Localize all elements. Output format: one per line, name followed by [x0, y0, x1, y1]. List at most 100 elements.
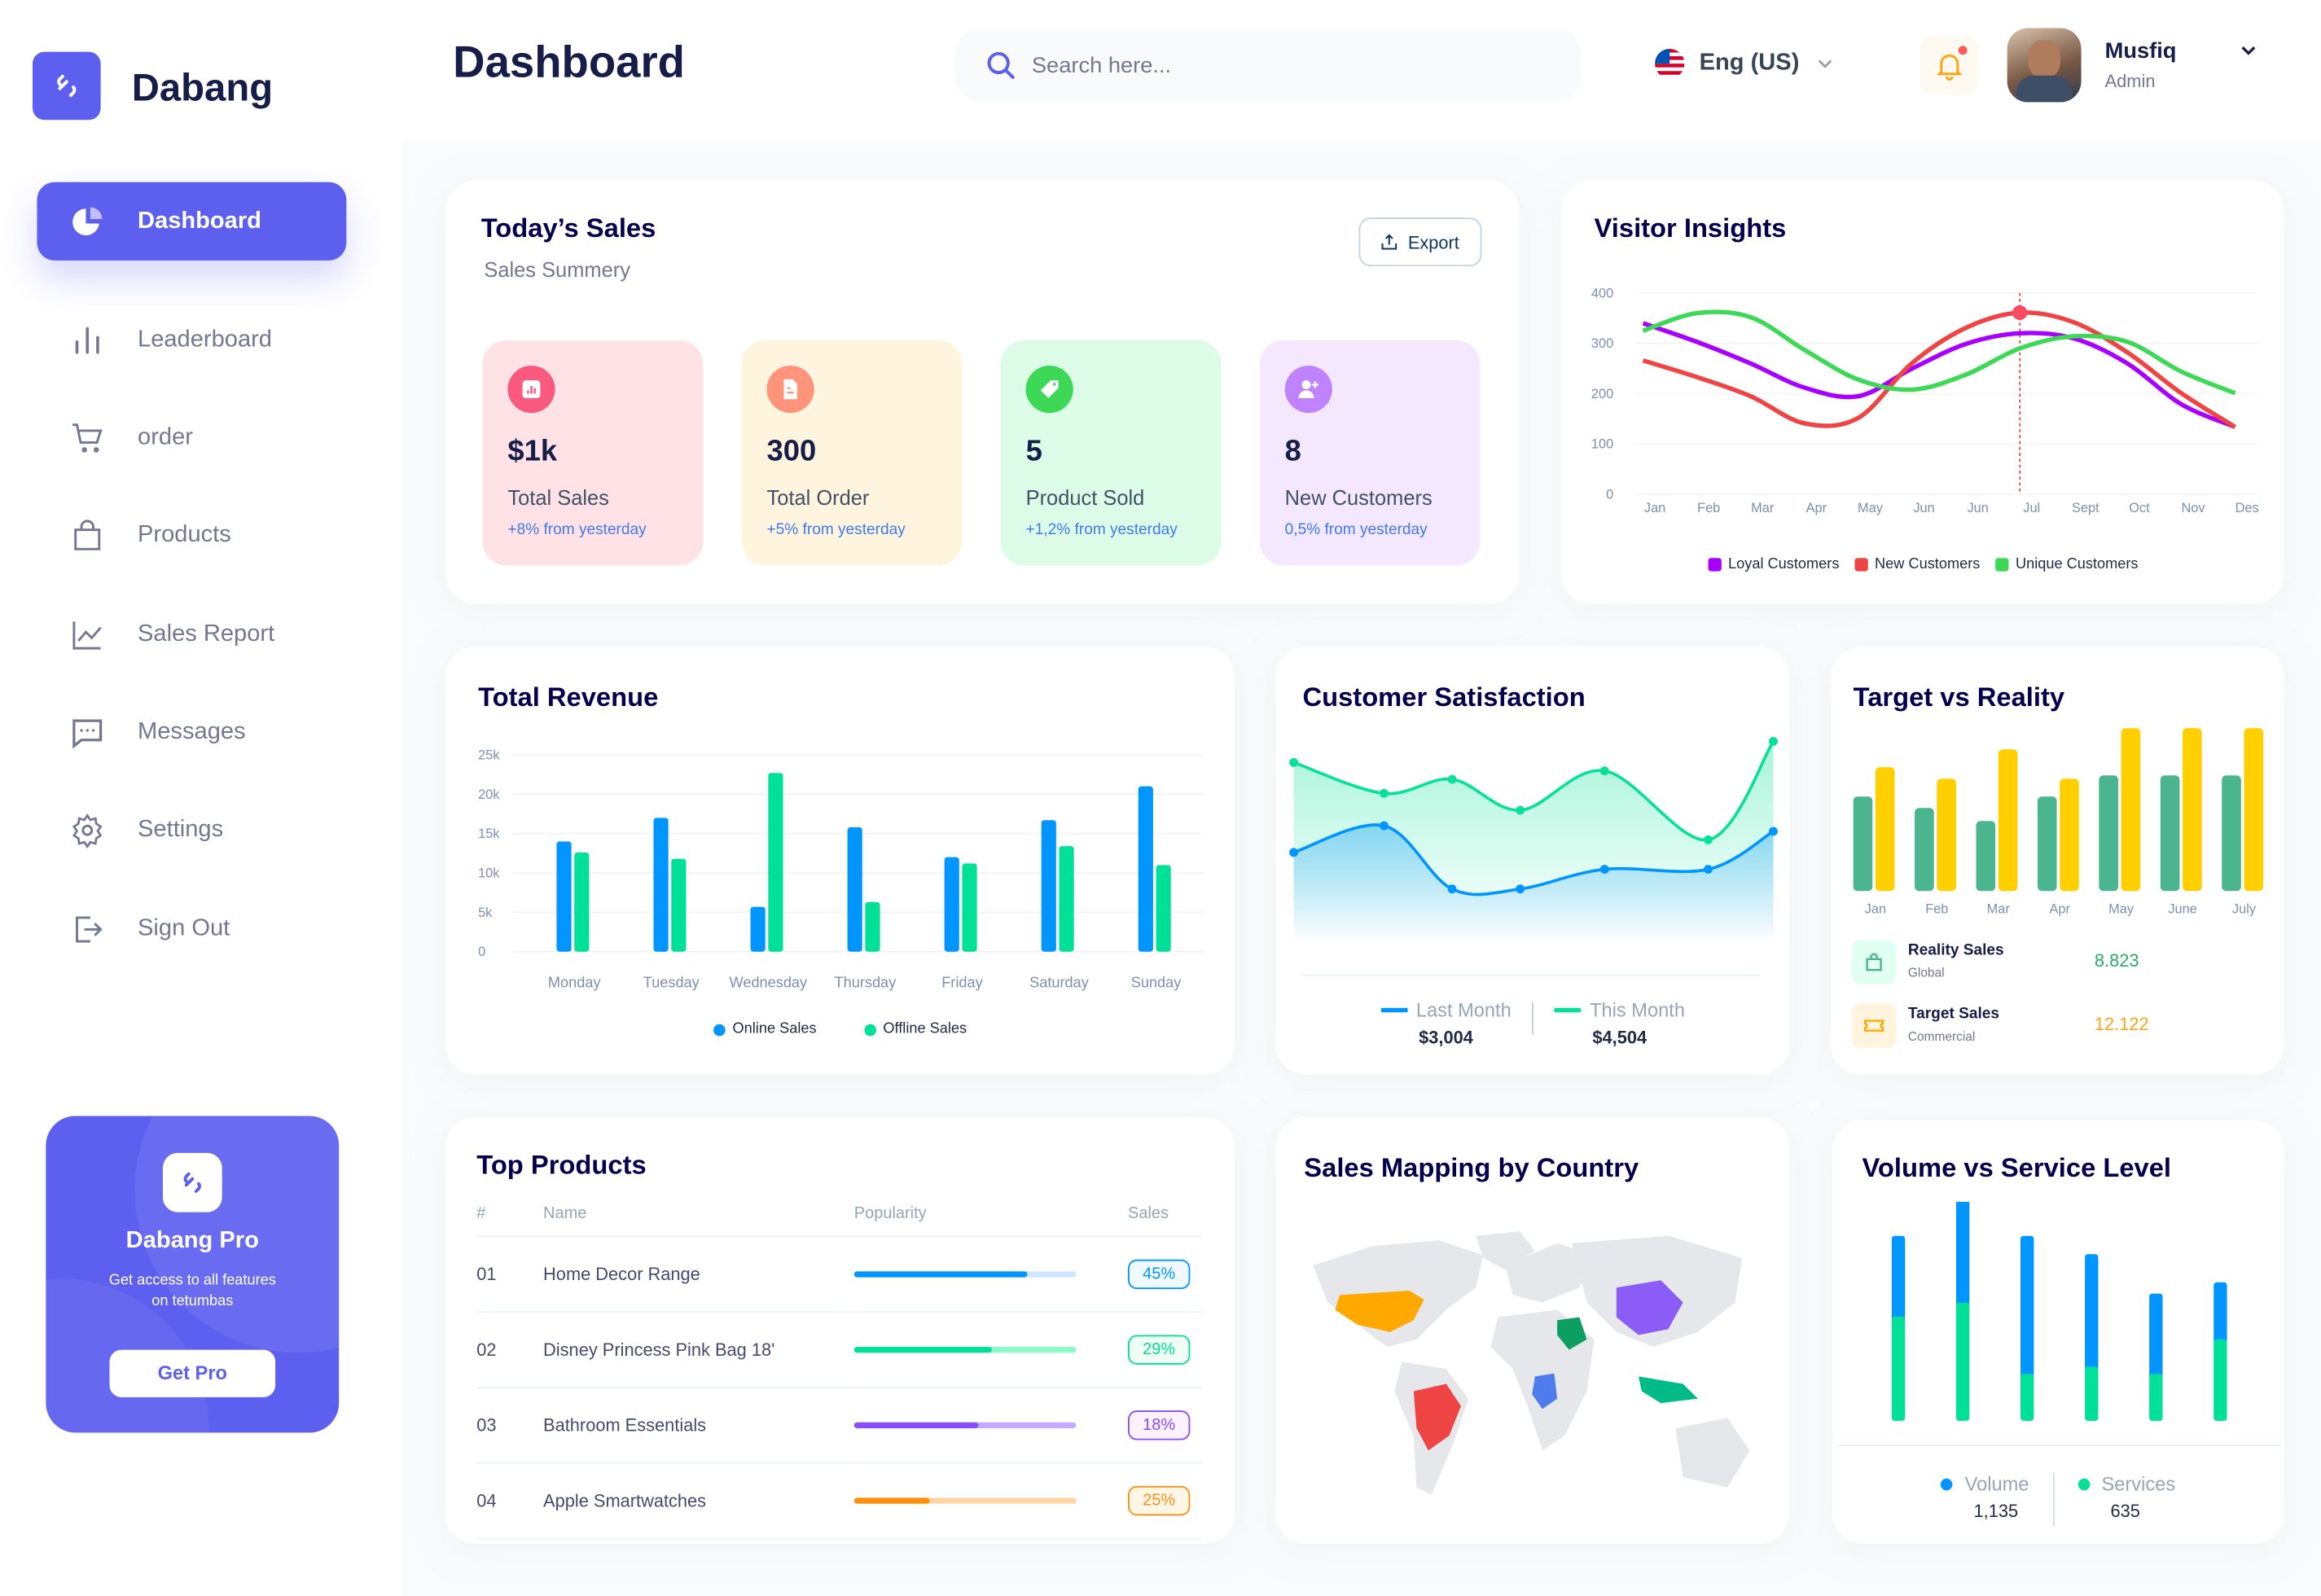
x-tick-label: Wednesday	[730, 974, 808, 990]
x-tick-label: Apr	[1806, 501, 1827, 515]
x-tick-label: Mar	[1987, 901, 2011, 916]
bar-online-sales	[1041, 820, 1056, 952]
sidebar-item-label: Leaderboard	[138, 326, 272, 352]
legend-item[interactable]: Services 635	[2077, 1473, 2175, 1526]
row-number: 04	[476, 1462, 544, 1539]
header: Dashboard Search here... Eng (US) Musfiq…	[402, 0, 2321, 141]
sidebar-item-products[interactable]: Products	[37, 496, 346, 574]
export-icon	[1381, 234, 1397, 250]
table-row[interactable]: 01 Home Decor Range 45%	[476, 1235, 1202, 1313]
product-name: Home Decor Range	[543, 1235, 854, 1313]
y-tick-label: 10k	[478, 866, 500, 880]
stat-delta: 0,5% from yesterday	[1284, 520, 1428, 539]
series-line-unique-customers	[1642, 309, 2236, 396]
y-tick-label: 400	[1591, 286, 1613, 300]
y-tick-label: 25k	[478, 748, 500, 762]
sidebar-item-settings[interactable]: Settings	[37, 791, 346, 869]
legend-dot	[2077, 1477, 2090, 1490]
legend-dot	[713, 1023, 726, 1036]
sidebar-item-leaderboard[interactable]: Leaderboard	[37, 300, 346, 379]
sidebar-item-sales-report[interactable]: Sales Report	[37, 595, 346, 673]
visitor-insights-card: Visitor Insights 0 100 200 300 400 Jan Feb Mar A…	[1561, 180, 2284, 604]
volume-service-card: Volume vs Service Level Volume 1,135 Servi…	[1832, 1120, 2284, 1544]
volume-service-chart	[1891, 1201, 2227, 1421]
stat-value: 8	[1284, 435, 1301, 468]
row-number: 03	[476, 1387, 544, 1463]
y-tick-label: 5k	[478, 905, 493, 920]
legend-label: Last Month	[1415, 998, 1512, 1022]
series-total: 8.823	[2094, 949, 2139, 971]
x-tick-label: May	[1858, 501, 1884, 515]
gear-icon	[72, 813, 103, 848]
data-point	[1599, 865, 1609, 875]
sidebar-item-messages[interactable]: Messages	[37, 693, 346, 771]
series-line-loyal-customers	[1642, 321, 2236, 429]
chart-legend: Online Sales Offline Sales	[445, 1021, 1235, 1037]
legend-dot	[1941, 1477, 1954, 1490]
bar-reality-sales	[1853, 796, 1873, 892]
data-point	[1769, 826, 1778, 836]
legend-item[interactable]: Online Sales	[713, 1021, 817, 1037]
greenland	[1476, 1231, 1535, 1270]
target-vs-reality-chart: Jan Feb Mar Apr May June July	[1853, 728, 2264, 916]
ticket-icon	[1851, 1003, 1897, 1048]
chart-legend: Loyal Customers New Customers Unique Custo…	[1562, 556, 2284, 572]
sidebar-item-label: Products	[138, 521, 231, 547]
sidebar-item-dashboard[interactable]: Dashboard	[37, 182, 347, 261]
data-point	[1289, 757, 1299, 767]
data-point	[1599, 766, 1609, 776]
y-tick-label: 200	[1591, 387, 1613, 401]
get-pro-button[interactable]: Get Pro	[109, 1349, 276, 1397]
bar-target-sales	[2183, 728, 2202, 892]
bar-target-sales	[1875, 767, 1895, 892]
data-point	[1447, 884, 1457, 894]
legend-item[interactable]: Loyal Customers	[1707, 556, 1839, 572]
series-name: Reality Sales	[1907, 940, 2004, 959]
y-tick-label: 100	[1591, 437, 1613, 452]
legend-item[interactable]: New Customers	[1854, 556, 1980, 572]
chevron-down-icon	[1817, 59, 1832, 68]
area-last-month	[1293, 824, 1774, 943]
language-selector[interactable]: Eng (US)	[1655, 48, 1835, 79]
sidebar-item-sign-out[interactable]: Sign Out	[37, 889, 346, 967]
avatar[interactable]	[2007, 28, 2082, 103]
bar-services	[2214, 1339, 2227, 1421]
pie-chart-icon	[72, 206, 103, 235]
column-header: Popularity	[853, 1191, 1129, 1237]
data-point	[1447, 774, 1457, 784]
column-header: #	[476, 1191, 544, 1237]
search-input[interactable]: Search here...	[954, 29, 1582, 101]
table-row[interactable]: 04 Apple Smartwatches 25%	[476, 1462, 1202, 1539]
sales-mapping-card: Sales Mapping by Country	[1275, 1117, 1790, 1544]
sidebar-item-order[interactable]: order	[37, 398, 346, 476]
add-user-icon	[1284, 365, 1332, 414]
legend-item[interactable]: Offline Sales	[863, 1021, 967, 1038]
australia	[1675, 1418, 1750, 1488]
export-button[interactable]: Export	[1358, 217, 1482, 267]
notifications-button[interactable]	[1920, 35, 1980, 95]
legend-label: Offline Sales	[883, 1021, 967, 1038]
legend-item[interactable]: This Month $4,504	[1554, 999, 1685, 1048]
bar-services	[1891, 1316, 1906, 1421]
bar-offline-sales	[1156, 865, 1171, 952]
pro-logo-icon	[162, 1152, 222, 1212]
bar-online-sales	[556, 841, 572, 952]
logo-icon	[32, 51, 101, 121]
indonesia-region	[1639, 1376, 1698, 1404]
table-row[interactable]: 03 Bathroom Essentials 18%	[476, 1387, 1202, 1463]
popularity-bar	[853, 1346, 1077, 1353]
table-row[interactable]: 02 Disney Princess Pink Bag 18' 29%	[476, 1311, 1202, 1388]
x-tick-label: Apr	[2049, 901, 2070, 916]
x-tick-label: Nov	[2181, 501, 2205, 515]
legend-item[interactable]: Unique Customers	[1994, 556, 2138, 572]
stat-card-new-customers: 8 New Customers 0,5% from yesterday	[1259, 340, 1481, 566]
saudi-region	[1557, 1317, 1587, 1350]
stat-card-total-order: 300 Total Order +5% from yesterday	[741, 340, 963, 566]
popularity-bar	[853, 1421, 1077, 1428]
x-tick-label: Feb	[1697, 501, 1720, 515]
legend-item[interactable]: Last Month $3,004	[1380, 999, 1512, 1048]
x-tick-label: Tuesday	[643, 974, 700, 990]
user-menu-chevron-icon[interactable]	[2238, 40, 2258, 60]
chart-legend: Volume 1,135 Services 635	[1832, 1472, 2284, 1526]
legend-item[interactable]: Volume 1,135	[1941, 1473, 2029, 1526]
